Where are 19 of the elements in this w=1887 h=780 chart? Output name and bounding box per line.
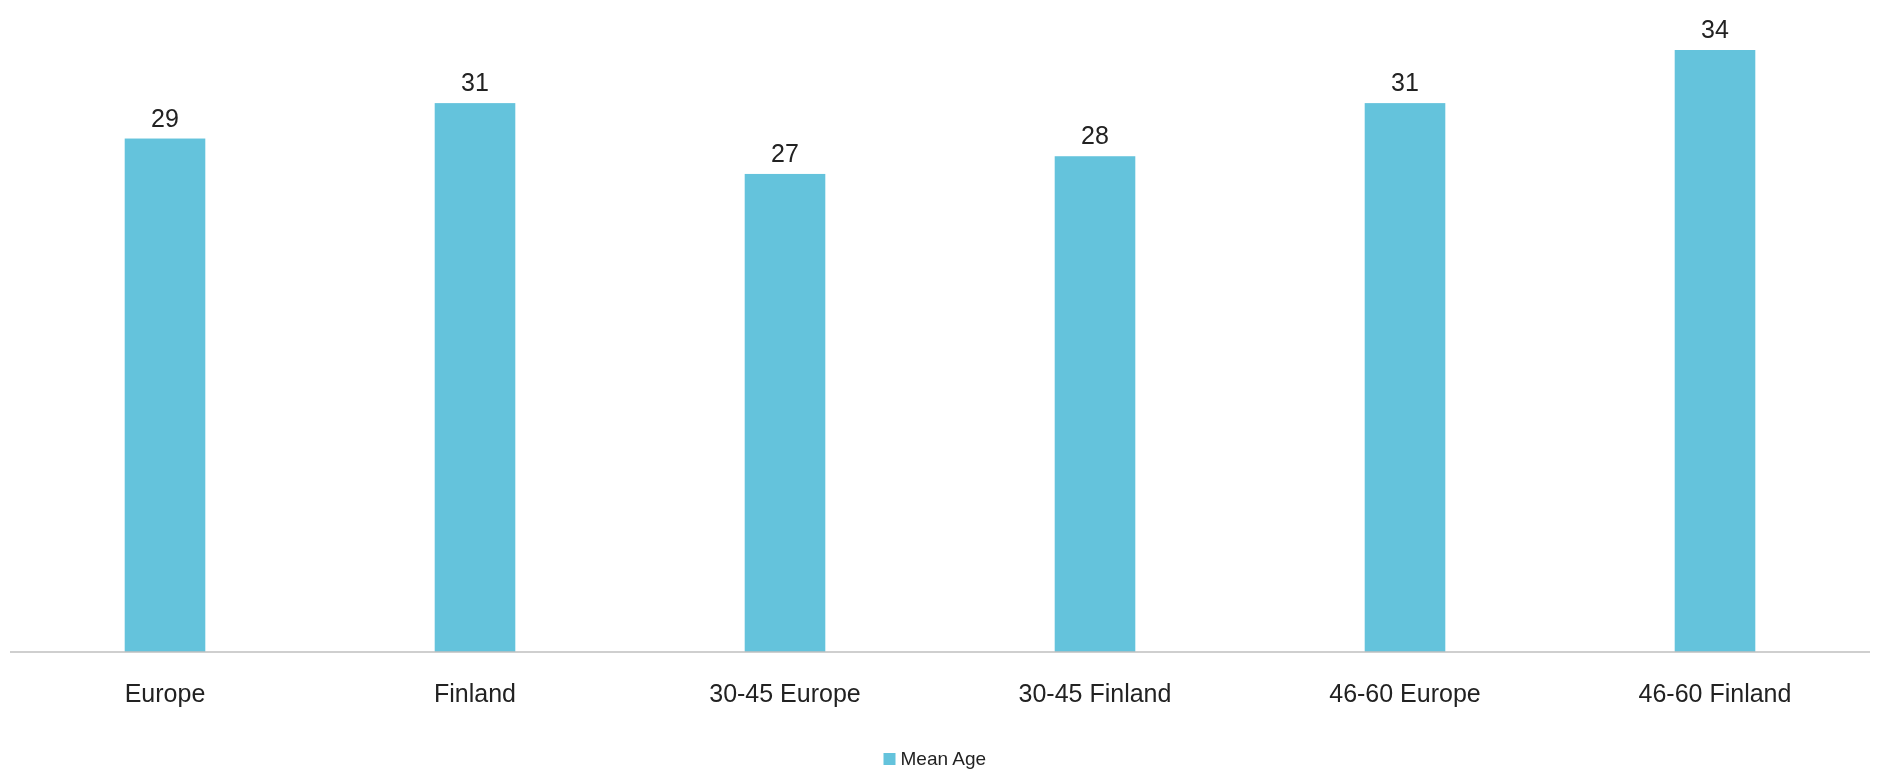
x-tick-label: Finland [434, 679, 516, 707]
x-tick-label: 46-60 Europe [1329, 679, 1481, 707]
x-tick-label: 30-45 Finland [1018, 679, 1172, 707]
bar [1364, 103, 1446, 652]
bar [434, 103, 516, 652]
data-label: 28 [1081, 121, 1109, 150]
x-tick-label: 46-60 Finland [1638, 679, 1792, 707]
bar [124, 138, 206, 652]
x-tick-label: 30-45 Europe [709, 679, 861, 707]
data-label: 34 [1701, 15, 1729, 43]
data-label: 31 [461, 68, 489, 97]
bar [744, 173, 826, 652]
bar [1674, 50, 1756, 652]
data-label: 31 [1391, 68, 1419, 97]
x-tick-label: Europe [124, 679, 206, 707]
data-label: 29 [151, 103, 179, 132]
data-label: 27 [771, 138, 799, 167]
legend-label: Mean Age [900, 748, 987, 769]
bar [1054, 156, 1136, 652]
